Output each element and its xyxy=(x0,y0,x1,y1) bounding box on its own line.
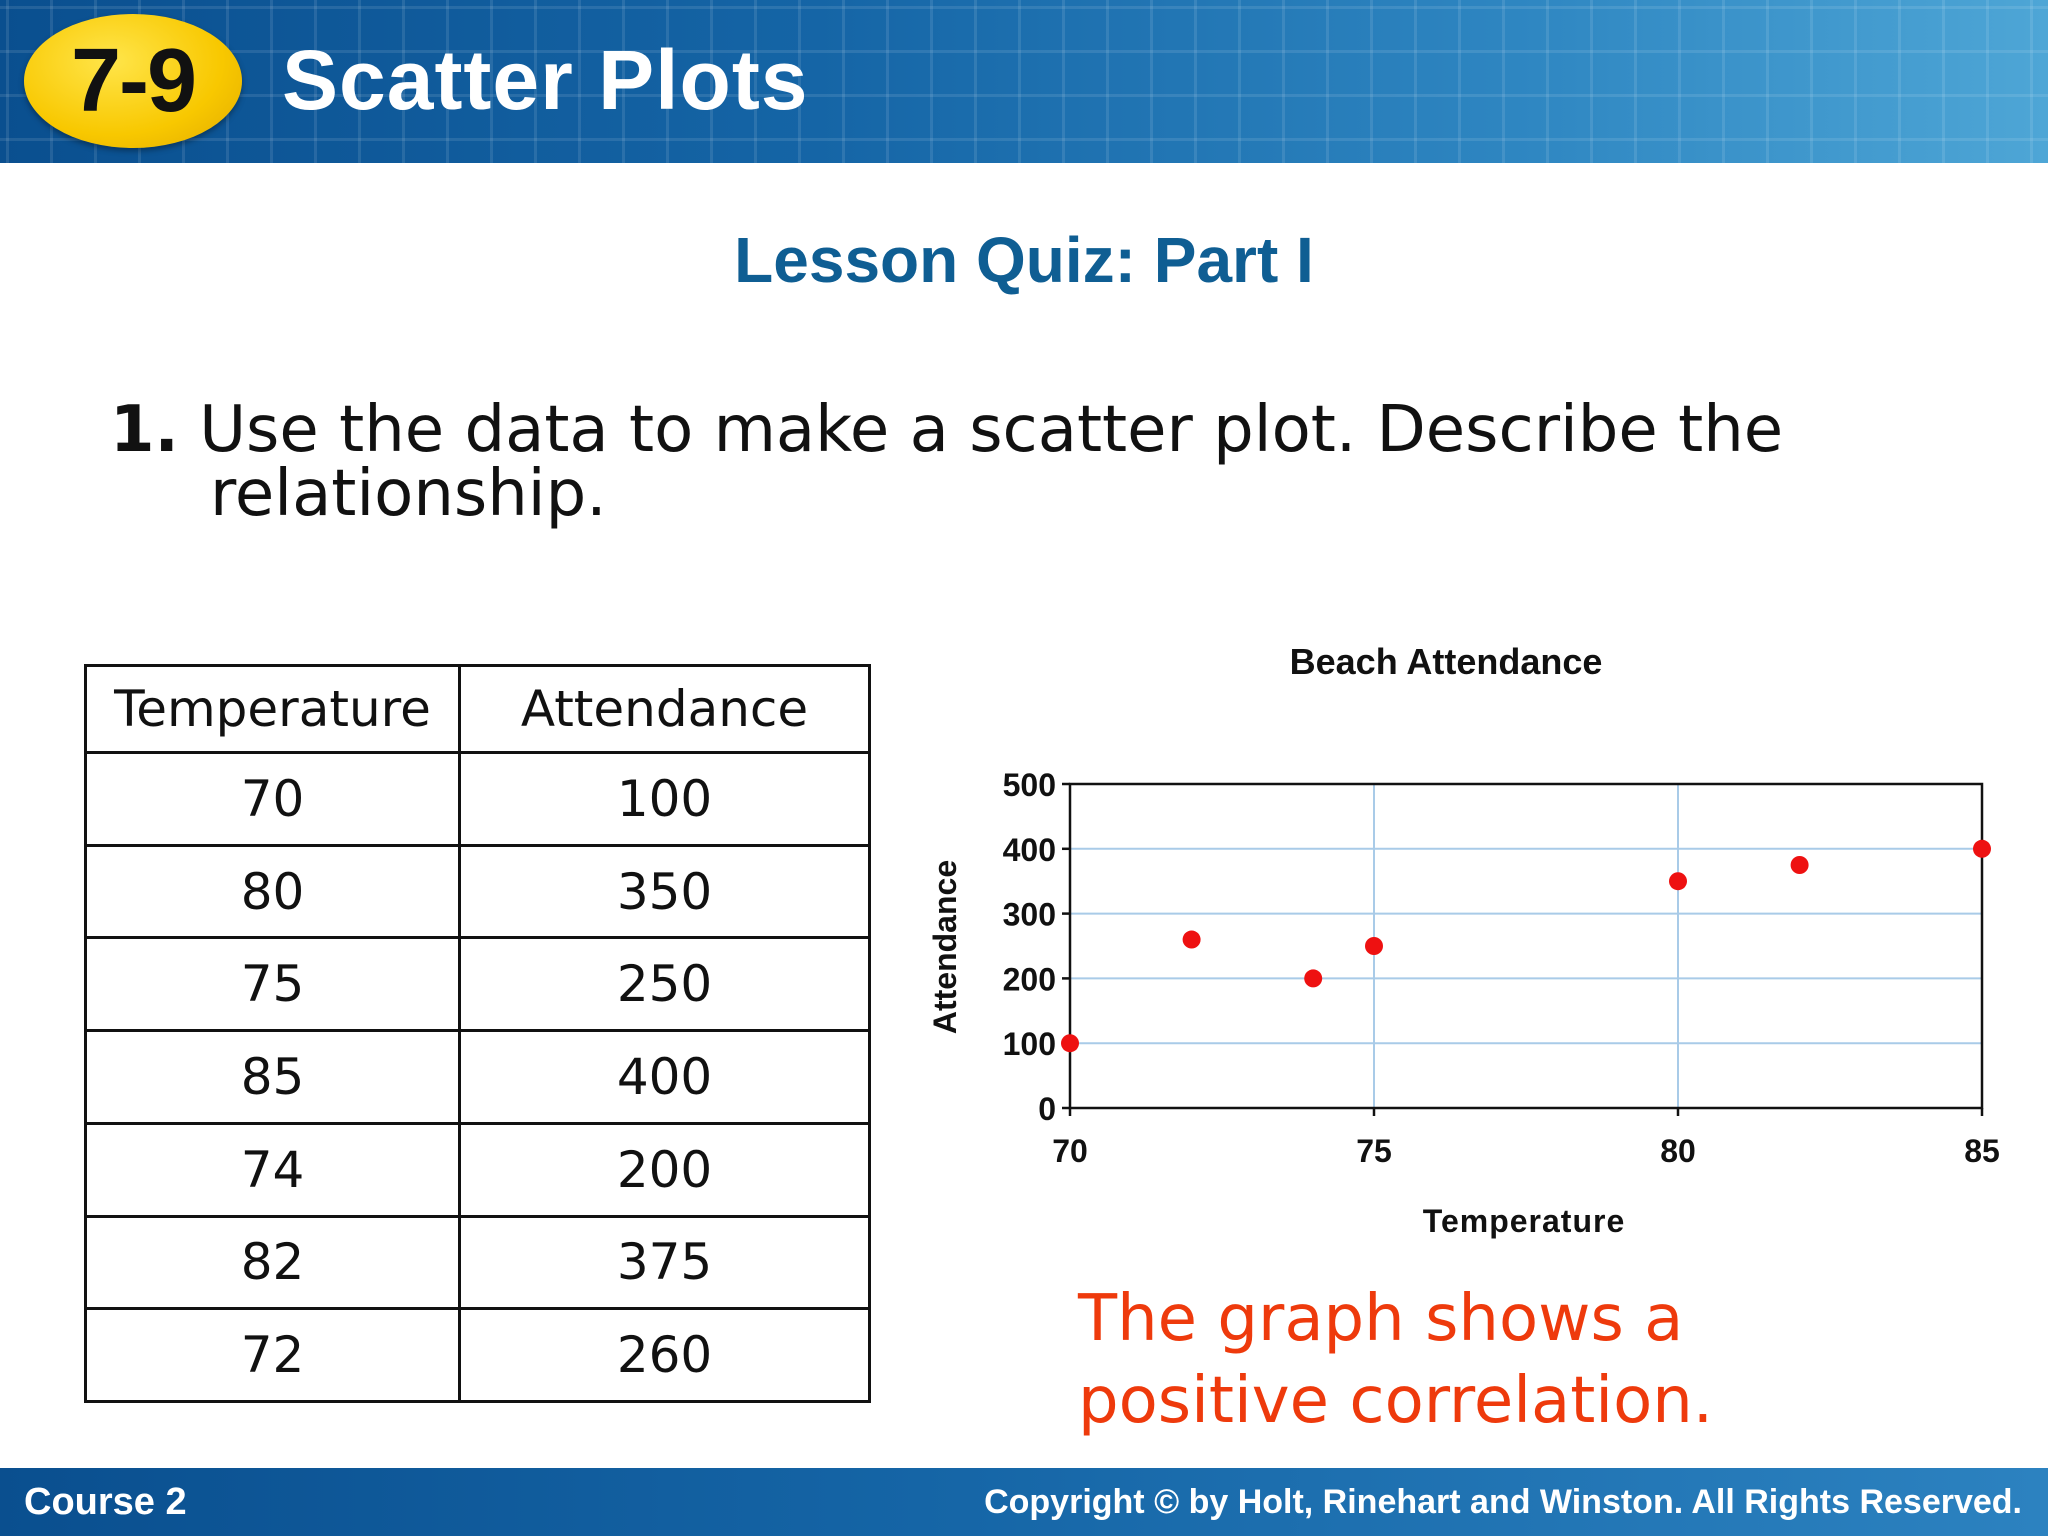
x-tick-label: 75 xyxy=(1356,1133,1392,1169)
data-point xyxy=(1182,930,1201,949)
table-row: 85 400 xyxy=(83,1029,871,1125)
cell-attendance: 400 xyxy=(458,1029,871,1125)
chart-title: Beach Attendance xyxy=(1290,641,1603,682)
data-point xyxy=(1790,856,1809,874)
answer-line-2: positive correlation. xyxy=(1078,1364,1714,1438)
data-point xyxy=(1304,969,1323,988)
answer-line-1: The graph shows a xyxy=(1078,1282,1684,1356)
cell-temperature: 70 xyxy=(83,751,462,847)
table-row: 72 260 xyxy=(83,1307,871,1403)
x-tick-label: 85 xyxy=(1964,1133,2000,1169)
footer-bar: Course 2 Copyright © by Holt, Rinehart a… xyxy=(0,1468,2048,1536)
chart-grid xyxy=(1070,784,1982,1108)
lesson-number: 7-9 xyxy=(70,31,197,131)
data-table: Temperature Attendance 70 100 80 350 75 250 85… xyxy=(83,664,871,1403)
cell-temperature: 75 xyxy=(83,936,462,1033)
header-banner: 7-9 Scatter Plots xyxy=(0,0,2048,163)
cell-temperature: 80 xyxy=(83,843,462,940)
chart-points xyxy=(1061,839,1991,1053)
table-header-temperature: Temperature xyxy=(83,664,462,754)
footer-copyright: Copyright © by Holt, Rinehart and Winsto… xyxy=(984,1483,2022,1521)
cell-temperature: 74 xyxy=(83,1121,462,1218)
header-grid-pattern xyxy=(0,0,2048,163)
lesson-badge: 7-9 xyxy=(24,14,242,148)
footer-course: Course 2 xyxy=(24,1481,187,1523)
table-row: 82 375 xyxy=(83,1214,871,1311)
x-axis-label: Temperature xyxy=(1423,1203,1625,1239)
cell-attendance: 200 xyxy=(458,1121,871,1218)
y-tick-label: 500 xyxy=(1003,767,1056,803)
x-tick-label: 70 xyxy=(1052,1133,1088,1169)
table-row: 74 200 xyxy=(83,1121,871,1218)
scatter-chart: Beach Attendance 0 100 200 300 400 500 70 75 80 8… xyxy=(927,641,2000,1239)
cell-temperature: 72 xyxy=(83,1307,462,1403)
table-header-attendance: Attendance xyxy=(458,664,871,754)
cell-attendance: 375 xyxy=(458,1214,871,1311)
cell-temperature: 82 xyxy=(83,1214,462,1311)
y-axis-label: Attendance xyxy=(927,860,963,1034)
cell-attendance: 250 xyxy=(458,936,871,1033)
cell-attendance: 100 xyxy=(458,751,871,847)
question-text: Use the data to make a scatter plot. Des… xyxy=(199,393,1784,531)
data-point xyxy=(1973,839,1991,858)
cell-temperature: 85 xyxy=(83,1029,462,1125)
cell-attendance: 260 xyxy=(458,1307,871,1403)
table-header-row: Temperature Attendance xyxy=(83,664,871,754)
cell-attendance: 350 xyxy=(458,843,871,940)
plot-frame xyxy=(1068,782,1984,1110)
lesson-title: Scatter Plots xyxy=(282,33,809,127)
y-tick-label: 400 xyxy=(1003,832,1056,868)
chart-ticks: 0 100 200 300 400 500 70 75 80 85 xyxy=(1003,767,2000,1169)
x-tick-label: 80 xyxy=(1660,1133,1696,1169)
y-tick-label: 0 xyxy=(1038,1091,1056,1127)
answer-text: The graph shows a positive correlation. xyxy=(1078,1278,1838,1442)
question: 1. Use the data to make a scatter plot. … xyxy=(110,398,2048,526)
quiz-title: Lesson Quiz: Part I xyxy=(734,224,1314,296)
data-point xyxy=(1669,872,1687,891)
data-point xyxy=(1365,937,1383,955)
data-point xyxy=(1061,1034,1079,1053)
y-tick-label: 200 xyxy=(1003,961,1056,997)
y-tick-label: 300 xyxy=(1003,897,1056,933)
table-row: 70 100 xyxy=(83,751,871,847)
table-row: 80 350 xyxy=(83,843,871,940)
y-tick-label: 100 xyxy=(1003,1026,1056,1062)
question-number: 1. xyxy=(110,393,179,467)
table-row: 75 250 xyxy=(83,936,871,1033)
